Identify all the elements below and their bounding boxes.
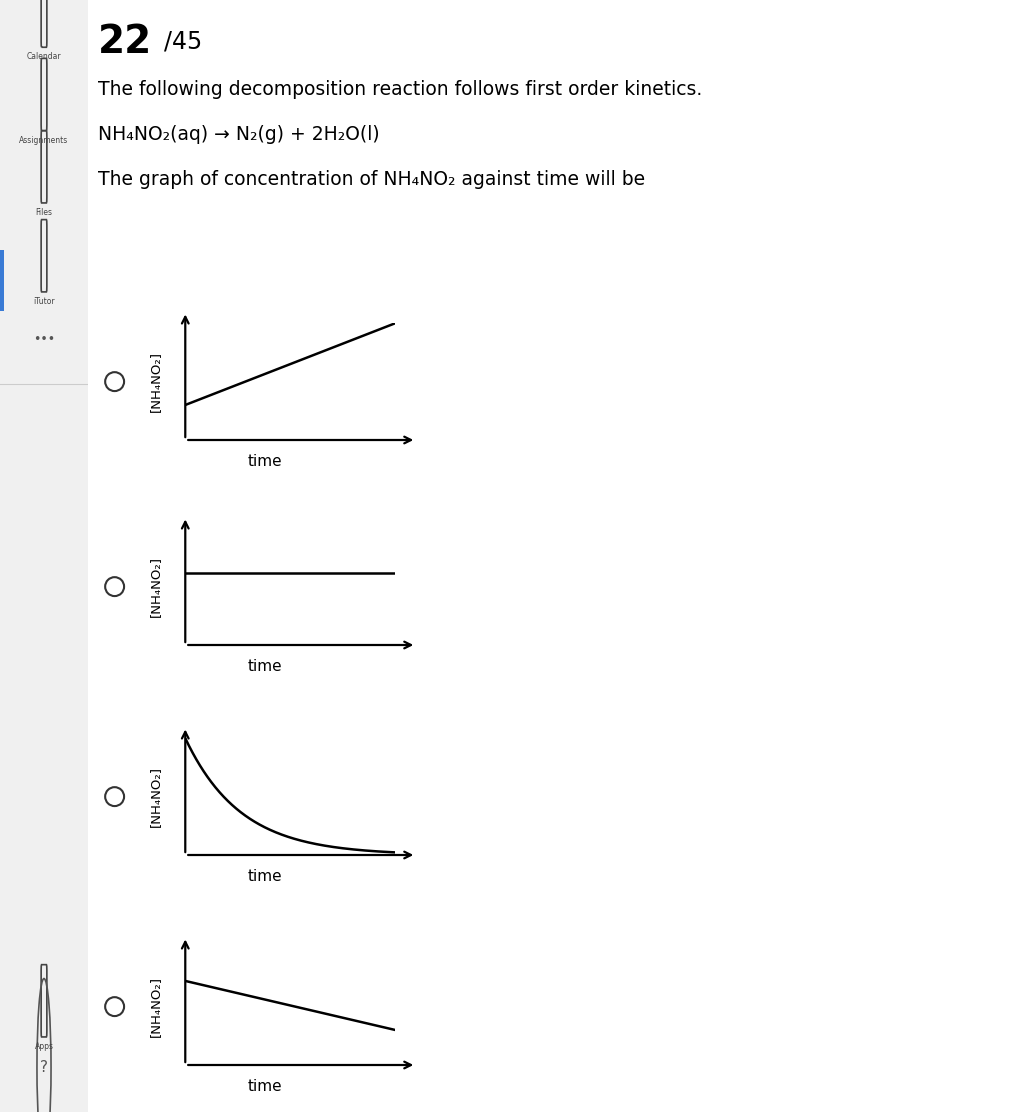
Text: The following decomposition reaction follows first order kinetics.: The following decomposition reaction fol…: [98, 80, 702, 99]
Text: time: time: [248, 1079, 283, 1093]
Text: Apps: Apps: [35, 1042, 53, 1051]
Text: [NH₄NO₂]: [NH₄NO₂]: [148, 351, 162, 413]
Text: [NH₄NO₂]: [NH₄NO₂]: [148, 556, 162, 617]
Text: [NH₄NO₂]: [NH₄NO₂]: [148, 976, 162, 1037]
Text: time: time: [248, 454, 283, 468]
Text: •••: •••: [33, 332, 55, 346]
Text: 22: 22: [98, 22, 153, 61]
Text: Assignments: Assignments: [19, 136, 69, 145]
Text: [NH₄NO₂]: [NH₄NO₂]: [148, 766, 162, 827]
Text: Calendar: Calendar: [27, 52, 61, 61]
Text: /45: /45: [164, 30, 203, 53]
Text: Files: Files: [36, 208, 52, 217]
Text: NH₄NO₂(aq) → N₂(g) + 2H₂O(l): NH₄NO₂(aq) → N₂(g) + 2H₂O(l): [98, 126, 380, 145]
Text: iTutor: iTutor: [33, 297, 55, 306]
Text: The graph of concentration of NH₄NO₂ against time will be: The graph of concentration of NH₄NO₂ aga…: [98, 170, 645, 189]
Text: time: time: [248, 868, 283, 884]
Text: time: time: [248, 658, 283, 674]
Text: ?: ?: [40, 1060, 48, 1075]
